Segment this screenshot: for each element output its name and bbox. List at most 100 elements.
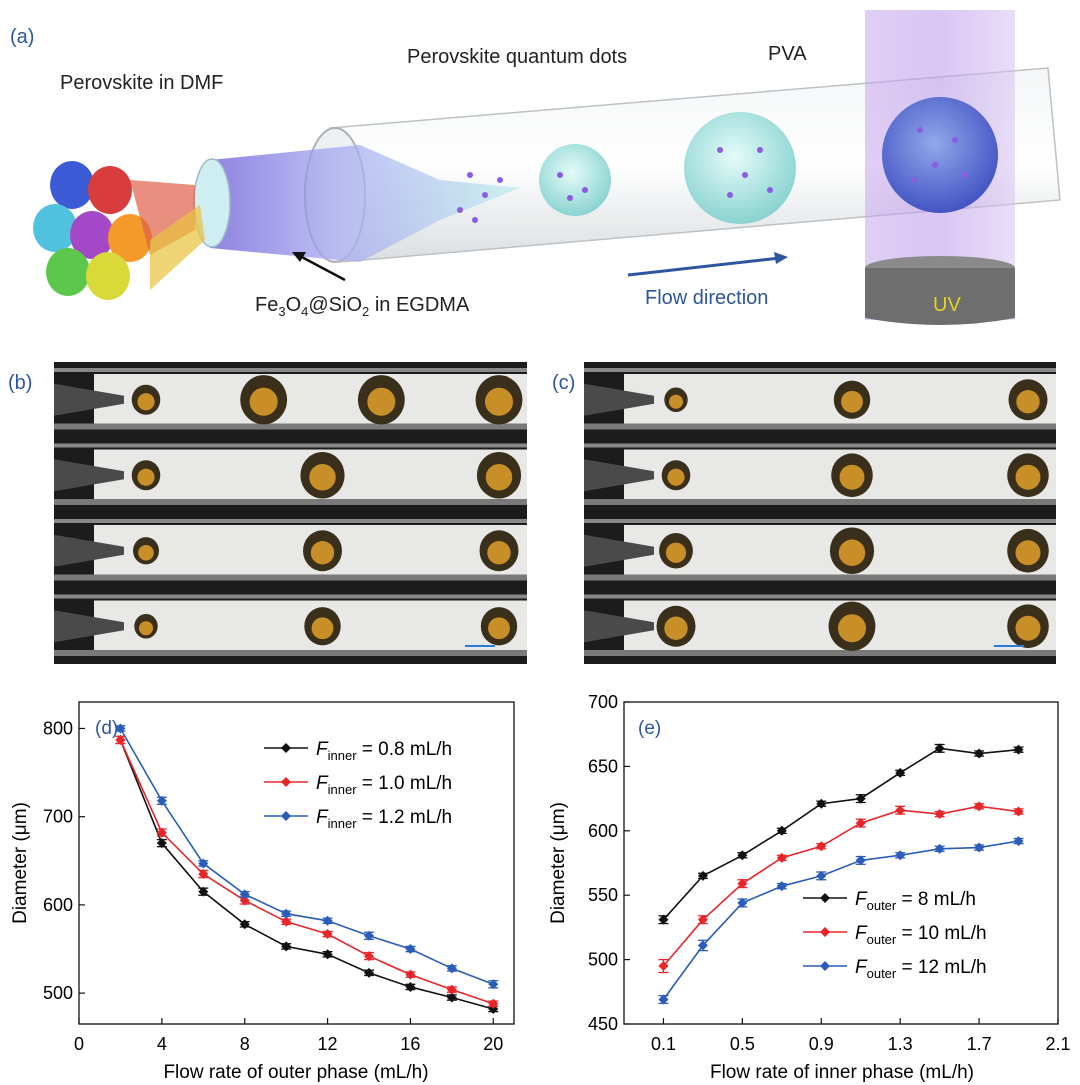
droplet — [131, 384, 161, 415]
data-point — [281, 916, 292, 927]
data-point — [156, 827, 167, 838]
data-point — [697, 940, 708, 951]
data-point — [446, 963, 457, 974]
series-line — [119, 739, 494, 1010]
droplet — [479, 530, 519, 572]
legend-label: Fouter = 10 mL/h — [855, 923, 987, 947]
legend-entry: Fouter = 10 mL/h — [803, 923, 987, 947]
data-point — [156, 795, 167, 806]
data-point — [446, 992, 457, 1003]
y-tick-label: 650 — [588, 756, 618, 776]
legend-entry: Fouter = 8 mL/h — [803, 889, 976, 913]
photo-row — [584, 368, 1056, 430]
data-point — [895, 850, 906, 861]
data-point — [322, 915, 333, 926]
data-point — [115, 723, 126, 734]
photo-row — [584, 443, 1056, 505]
data-point — [658, 914, 669, 925]
data-point — [658, 994, 669, 1005]
chart-e: (e) Flow rate of inner phase (mL/h) Diam… — [548, 692, 1071, 1083]
chart-e-frame — [623, 701, 1059, 1025]
data-point — [1013, 806, 1024, 817]
x-tick-label: 12 — [318, 1034, 338, 1054]
flow-arrow — [627, 256, 781, 277]
chart-e-panel-label: (e) — [638, 718, 661, 739]
cured-droplet — [882, 97, 998, 213]
droplet — [476, 452, 522, 499]
data-point — [974, 801, 985, 812]
nozzle — [584, 383, 654, 416]
legend-entry: Finner = 1.0 mL/h — [264, 773, 452, 797]
data-point — [1013, 744, 1024, 755]
photo-panel-c — [584, 362, 1056, 664]
chart-d-frame — [78, 701, 515, 1025]
y-tick-label: 450 — [588, 1014, 618, 1034]
legend-label: Finner = 1.0 mL/h — [316, 773, 452, 797]
data-point — [239, 889, 250, 900]
nozzle — [54, 534, 124, 567]
photo-row — [584, 519, 1056, 581]
data-point — [895, 767, 906, 778]
legend-label: Finner = 1.2 mL/h — [316, 807, 452, 831]
y-tick-label: 800 — [43, 718, 73, 738]
data-point — [364, 930, 374, 941]
microfluidic-schematic — [33, 10, 1061, 325]
x-tick-label: 1.7 — [967, 1034, 992, 1054]
droplet — [659, 533, 693, 569]
nozzle — [54, 383, 124, 416]
uv-label: UV — [933, 294, 961, 316]
data-point — [239, 895, 250, 906]
perovskite-dmf-label: Perovskite in DMF — [60, 72, 224, 94]
x-tick-label: 16 — [400, 1034, 420, 1054]
series-line — [119, 728, 494, 986]
y-tick-label: 700 — [43, 807, 73, 827]
data-point — [816, 870, 827, 881]
data-point — [697, 914, 708, 925]
droplet — [303, 530, 342, 572]
data-point — [405, 969, 416, 980]
photo-row — [584, 594, 1056, 656]
data-point — [281, 908, 292, 919]
nozzle — [54, 459, 124, 492]
data-point — [198, 886, 209, 897]
x-tick-label: 1.3 — [888, 1034, 913, 1054]
data-point — [1013, 836, 1024, 847]
legend-entry: Finner = 0.8 mL/h — [264, 739, 452, 763]
droplet — [133, 537, 159, 565]
chart-e-ylabel: Diameter (μm) — [548, 802, 569, 924]
data-point — [816, 798, 827, 809]
nozzle — [584, 459, 654, 492]
data-point — [488, 998, 499, 1009]
pointer-arrow — [297, 253, 346, 282]
droplet — [1007, 528, 1049, 573]
photo-panel-b — [54, 362, 527, 664]
droplet — [831, 453, 873, 498]
data-point — [115, 734, 126, 745]
data-point — [658, 961, 669, 972]
data-point — [934, 809, 945, 820]
quantum-dots — [457, 127, 968, 223]
uv-lamp-body — [865, 268, 1015, 325]
x-tick-label: 4 — [157, 1034, 167, 1054]
panel-label-b: (b) — [8, 372, 33, 394]
data-point — [322, 929, 333, 940]
data-point — [281, 941, 292, 952]
flow-direction-label: Flow direction — [645, 287, 769, 309]
chart-d-panel-label: (d) — [95, 718, 118, 739]
x-tick-label: 0.5 — [730, 1034, 755, 1054]
legend-label: Fouter = 8 mL/h — [855, 889, 976, 913]
data-point — [364, 967, 374, 978]
data-point — [364, 951, 374, 962]
colored-inlet-tubes — [33, 161, 205, 300]
pva-label: PVA — [768, 43, 807, 65]
data-point — [855, 855, 866, 866]
x-tick-label: 0 — [74, 1034, 84, 1054]
data-point — [488, 979, 499, 990]
panel-label-a: (a) — [10, 26, 35, 48]
droplet — [134, 613, 158, 639]
chart-d: (d) Flow rate of outer phase (mL/h) Diam… — [10, 701, 515, 1083]
y-tick-label: 700 — [588, 692, 618, 712]
chart-d-ylabel: Diameter (μm) — [10, 802, 31, 924]
x-tick-label: 0.1 — [651, 1034, 676, 1054]
data-point — [974, 842, 985, 853]
